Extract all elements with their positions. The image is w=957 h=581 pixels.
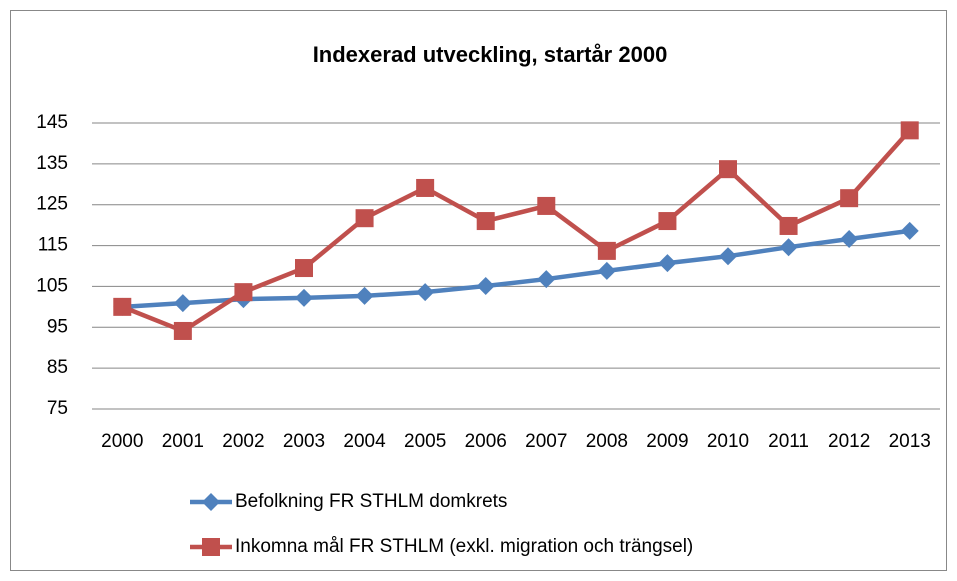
marker [537, 270, 556, 289]
marker [537, 196, 556, 215]
x-tick-label: 2009 [646, 431, 688, 452]
marker [840, 189, 859, 208]
marker [173, 294, 192, 313]
x-tick-label: 2012 [828, 431, 870, 452]
marker [840, 230, 859, 249]
marker [173, 321, 192, 340]
y-tick-label: 105 [36, 275, 68, 296]
marker [202, 538, 220, 556]
legend-label: Befolkning FR STHLM domkrets [235, 491, 507, 512]
x-tick-label: 2005 [404, 431, 446, 452]
x-tick-label: 2000 [101, 431, 143, 452]
y-tick-label: 75 [47, 398, 68, 419]
legend-label: Inkomna mål FR STHLM (exkl. migration oc… [235, 536, 693, 557]
marker [597, 261, 616, 280]
y-tick-label: 145 [36, 112, 68, 133]
marker [295, 259, 313, 278]
x-tick-label: 2006 [465, 431, 507, 452]
y-tick-label: 125 [36, 194, 68, 215]
marker [658, 212, 677, 231]
x-tick-label: 2003 [283, 431, 325, 452]
marker [355, 209, 374, 228]
marker [719, 160, 737, 179]
y-tick-label: 85 [47, 357, 68, 378]
x-tick-label: 2010 [707, 431, 749, 452]
y-tick-label: 115 [38, 235, 68, 256]
marker [416, 178, 435, 197]
marker [476, 277, 495, 296]
x-tick-label: 2001 [162, 431, 204, 452]
marker [658, 254, 677, 273]
marker [597, 241, 616, 260]
x-tick-label: 2013 [889, 431, 931, 452]
x-tick-label: 2008 [586, 431, 628, 452]
marker [900, 121, 919, 140]
marker [113, 297, 132, 316]
line [121, 128, 912, 334]
marker [234, 283, 253, 302]
marker [719, 247, 737, 266]
line [122, 228, 911, 310]
marker [202, 493, 220, 511]
y-tick-label: 95 [47, 316, 68, 337]
y-tick-label: 135 [36, 153, 68, 174]
marker [476, 212, 495, 231]
x-tick-label: 2004 [343, 431, 386, 452]
x-tick-label: 2007 [525, 431, 567, 452]
marker [779, 238, 798, 257]
x-tick-label: 2002 [222, 431, 264, 452]
marker [900, 221, 919, 240]
chart-title: Indexerad utveckling, startår 2000 [313, 42, 668, 67]
marker [355, 286, 374, 305]
marker [779, 216, 798, 235]
x-tick-label: 2011 [768, 431, 809, 452]
chart-frame [10, 10, 947, 571]
marker [416, 283, 435, 302]
marker [295, 288, 313, 307]
